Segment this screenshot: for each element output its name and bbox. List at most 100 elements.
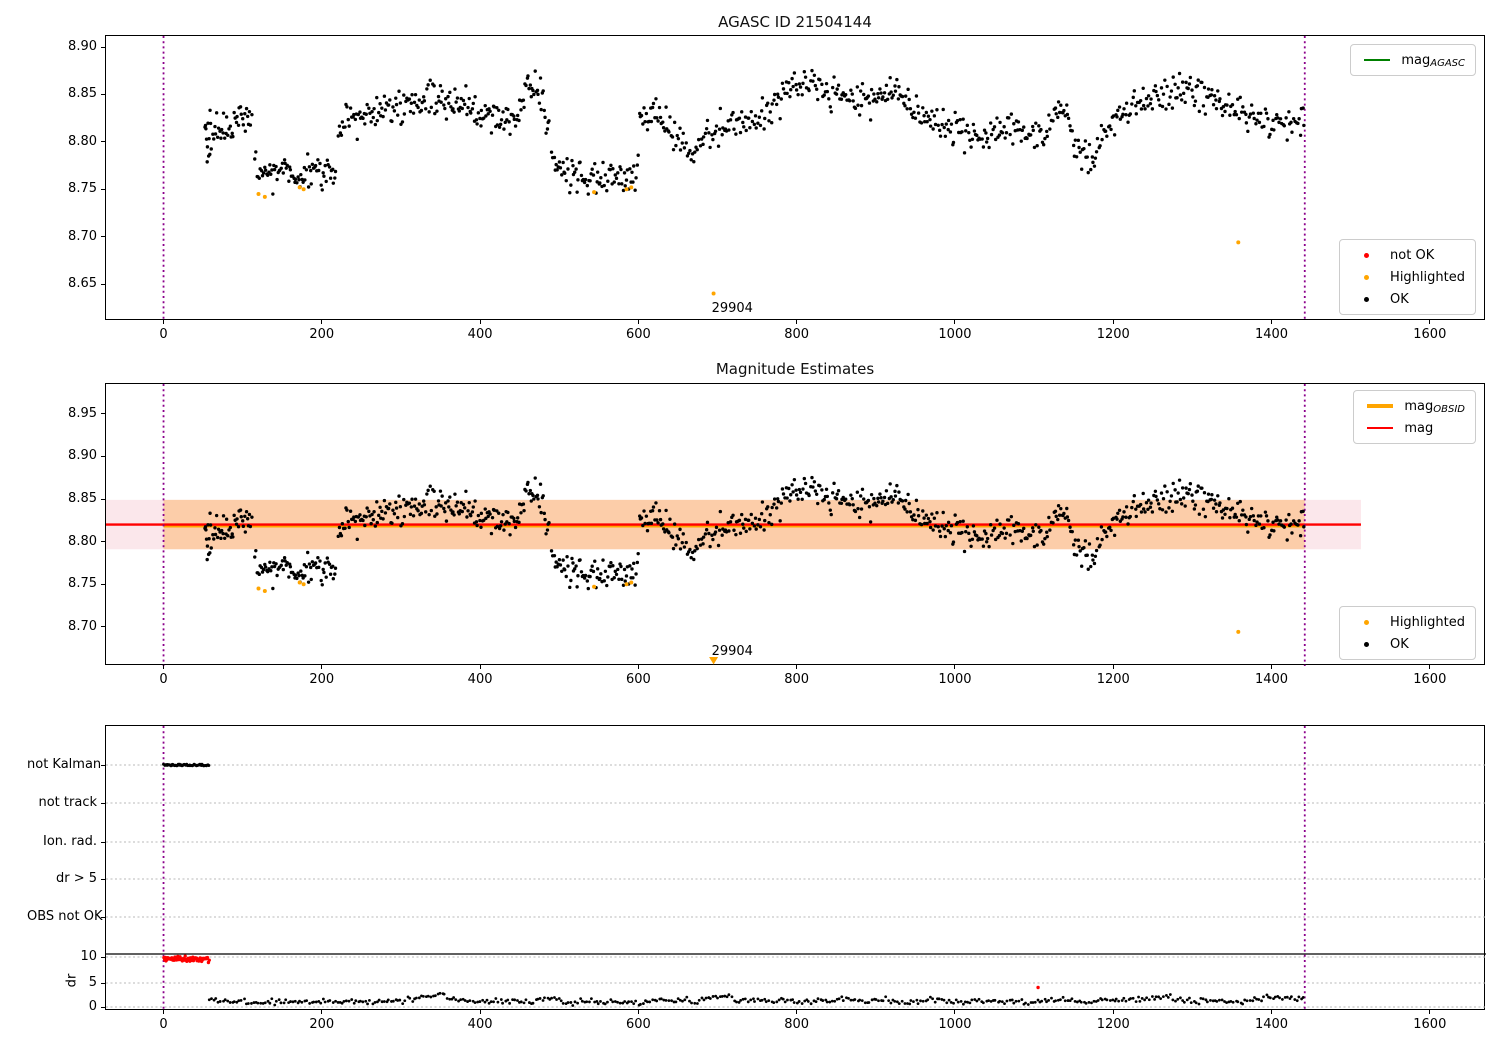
dr-point bbox=[889, 1001, 893, 1005]
y-tickmark bbox=[101, 802, 105, 804]
dr-axis-label: dr bbox=[64, 973, 80, 988]
dr-point bbox=[352, 1001, 356, 1005]
dr-point bbox=[1079, 1000, 1083, 1004]
ok-point bbox=[1032, 544, 1037, 549]
ok-point bbox=[263, 168, 268, 172]
dr-point bbox=[1251, 999, 1255, 1003]
ok-point bbox=[497, 108, 501, 112]
ok-point bbox=[649, 119, 654, 124]
ok-point bbox=[433, 111, 437, 116]
y-category-label: 5 bbox=[88, 975, 97, 990]
ok-point bbox=[737, 518, 742, 523]
ok-point bbox=[649, 521, 654, 526]
dr-point bbox=[828, 1000, 832, 1004]
ok-point bbox=[470, 107, 475, 111]
dr-point bbox=[973, 998, 977, 1001]
dr-point bbox=[347, 999, 351, 1003]
x-tickmark bbox=[1112, 1010, 1114, 1014]
dr-point bbox=[246, 1002, 250, 1005]
ok-point bbox=[337, 525, 342, 530]
clipped-point-marker bbox=[709, 657, 719, 665]
ok-point bbox=[1012, 122, 1016, 126]
ok-point bbox=[893, 489, 897, 494]
dr-point bbox=[781, 997, 785, 1001]
ok-point bbox=[788, 94, 792, 99]
ok-point bbox=[1141, 103, 1146, 108]
ok-point bbox=[1090, 553, 1095, 557]
ok-point bbox=[1212, 94, 1217, 98]
ok-point bbox=[479, 511, 484, 516]
dr-point bbox=[837, 997, 841, 1001]
ok-point bbox=[1045, 134, 1049, 139]
ok-point bbox=[328, 176, 333, 180]
dr-point bbox=[1043, 997, 1047, 1001]
ok-point bbox=[345, 508, 349, 512]
ok-point bbox=[454, 504, 458, 508]
ok-point bbox=[602, 183, 606, 188]
dr-point bbox=[308, 1002, 312, 1005]
dr-point bbox=[849, 998, 853, 1002]
ok-point bbox=[620, 577, 624, 582]
ok-point bbox=[879, 496, 883, 500]
ok-point bbox=[208, 152, 212, 157]
dr-point bbox=[358, 999, 362, 1003]
ok-point bbox=[1020, 529, 1025, 533]
ok-point bbox=[526, 480, 530, 485]
ok-point bbox=[997, 533, 1002, 538]
ok-point bbox=[664, 508, 668, 513]
ok-point bbox=[1037, 124, 1041, 128]
dr-point bbox=[952, 1001, 955, 1005]
ok-point bbox=[296, 175, 300, 179]
ok-point bbox=[1298, 534, 1303, 538]
ok-point bbox=[676, 136, 681, 141]
legend-dot-sample bbox=[1350, 619, 1382, 625]
ok-point bbox=[750, 119, 755, 124]
ok-point bbox=[1144, 500, 1149, 505]
ok-point bbox=[295, 576, 299, 581]
ok-point bbox=[337, 124, 342, 128]
ok-point bbox=[781, 492, 786, 496]
dr-point bbox=[1137, 995, 1140, 999]
ok-point bbox=[474, 118, 479, 122]
ok-point bbox=[1043, 136, 1047, 141]
dr-point bbox=[476, 1000, 480, 1004]
dr-point bbox=[508, 1001, 511, 1005]
ok-point bbox=[1150, 510, 1155, 514]
ok-point bbox=[1196, 484, 1200, 488]
ok-point bbox=[801, 487, 805, 491]
dr-point bbox=[485, 998, 489, 1002]
ok-point bbox=[613, 173, 617, 177]
ok-point bbox=[537, 505, 542, 509]
ok-point bbox=[425, 492, 429, 496]
y-tickmark bbox=[101, 878, 105, 880]
dr-point bbox=[210, 997, 213, 1001]
ok-point bbox=[731, 110, 735, 115]
ok-point bbox=[1164, 107, 1168, 111]
x-tick-label: 1400 bbox=[1254, 672, 1289, 687]
ok-point bbox=[1034, 523, 1038, 527]
ok-point bbox=[911, 518, 915, 522]
ok-point bbox=[981, 145, 986, 149]
ok-point bbox=[221, 131, 225, 135]
dr-point bbox=[1209, 998, 1212, 1002]
ok-point bbox=[1105, 534, 1109, 539]
dr-point bbox=[919, 999, 922, 1003]
ok-point bbox=[906, 87, 910, 92]
dr-point bbox=[1199, 996, 1203, 1000]
ok-point bbox=[1090, 155, 1095, 159]
ok-point bbox=[680, 141, 684, 145]
y-tick-label: 8.90 bbox=[68, 39, 97, 55]
legend-label: OK bbox=[1390, 636, 1409, 652]
ok-point bbox=[1146, 498, 1151, 502]
ok-point bbox=[794, 82, 798, 87]
ok-point bbox=[522, 105, 526, 110]
dr-point bbox=[1161, 995, 1165, 999]
dr-point bbox=[1131, 996, 1135, 1000]
ok-point bbox=[473, 499, 477, 503]
ok-point bbox=[265, 173, 270, 177]
ok-point bbox=[1047, 515, 1051, 520]
ok-point bbox=[867, 505, 872, 509]
ok-point bbox=[980, 137, 984, 141]
ok-point bbox=[545, 127, 550, 131]
ok-point bbox=[1143, 107, 1147, 111]
